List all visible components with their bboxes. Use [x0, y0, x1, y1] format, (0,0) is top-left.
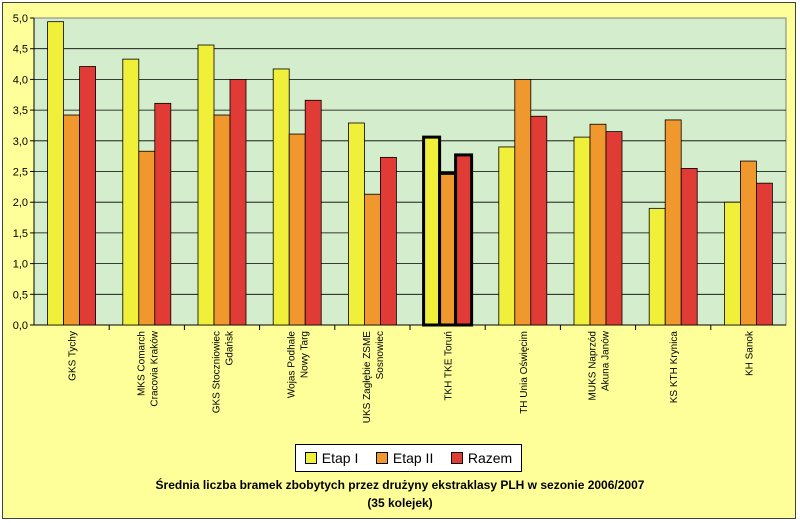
- x-category-label: Akuna Janów: [601, 330, 612, 391]
- legend-label-etap-1: Etap I: [321, 450, 359, 466]
- x-category-label: TH Unia Oświęcim: [519, 331, 530, 414]
- legend-item-etap-2: Etap II: [375, 450, 434, 466]
- legend-swatch-razem: [450, 452, 463, 464]
- y-tick-label: 0,5: [13, 289, 28, 301]
- chart-subtitle: (35 kolejek): [367, 496, 433, 510]
- bar-etap-ii: [213, 114, 231, 326]
- y-tick-label: 2,5: [13, 167, 28, 179]
- x-category-label: GKS Tychy: [68, 331, 79, 381]
- bar-etap-i: [648, 207, 666, 326]
- x-category-label: Cracovia Kraków: [149, 330, 160, 406]
- bar-etap-i: [573, 136, 591, 326]
- y-tick-label: 5,0: [13, 13, 28, 25]
- y-tick-label: 4,5: [13, 44, 28, 56]
- bar-etap-i: [498, 146, 516, 326]
- x-category-label: Gdańsk: [225, 330, 236, 365]
- bar-etap-ii: [138, 150, 156, 326]
- bar-razem: [379, 156, 397, 326]
- y-tick-label: 1,0: [13, 259, 28, 271]
- x-category-label: Wojas Podhale: [287, 331, 298, 399]
- bar-etap-i: [47, 21, 64, 326]
- bar-razem: [304, 99, 322, 326]
- bar-etap-i: [197, 44, 215, 326]
- bar-etap-i: [347, 122, 365, 326]
- y-tick-label: 3,5: [13, 105, 28, 117]
- y-tick-label: 0,0: [13, 320, 28, 332]
- legend-item-etap-1: Etap I: [304, 450, 359, 466]
- bar-etap-ii: [438, 171, 458, 327]
- bar-razem: [756, 182, 773, 326]
- x-category-label: UKS Zagłębie ZSME: [362, 331, 373, 424]
- bar-razem: [680, 168, 698, 326]
- x-category-label: MKS Comarch: [136, 331, 147, 396]
- y-tick-label: 4,0: [13, 74, 28, 86]
- chart-caption: Średnia liczba bramek zbobytych przez dr…: [0, 476, 800, 512]
- legend-swatch-etap-2: [375, 452, 388, 464]
- x-category-label: KH Sanok: [744, 330, 755, 376]
- chart-title: Średnia liczba bramek zbobytych przez dr…: [155, 478, 645, 492]
- y-tick-label: 3,0: [13, 136, 28, 148]
- bar-razem: [79, 66, 96, 326]
- x-category-label: KS KTH Krynica: [669, 331, 680, 404]
- x-category-label: Sosnowiec: [375, 331, 386, 379]
- bar-etap-i: [422, 135, 442, 327]
- bar-etap-ii: [363, 193, 381, 326]
- y-tick-label: 1,5: [13, 228, 28, 240]
- y-tick-label: 2,0: [13, 197, 28, 209]
- x-category-label: GKS Stoczniowiec: [212, 331, 223, 413]
- bar-etap-ii: [288, 133, 306, 326]
- bar-etap-ii: [63, 114, 80, 326]
- x-category-label: MUKS Naprzód: [588, 331, 599, 400]
- bar-razem: [530, 115, 548, 326]
- legend-label-razem: Razem: [467, 450, 513, 466]
- bar-razem: [454, 153, 474, 327]
- bar-razem: [229, 79, 247, 326]
- bar-etap-ii: [589, 123, 607, 326]
- bar-razem: [605, 131, 623, 326]
- bar-etap-i: [272, 68, 290, 326]
- bar-etap-ii: [664, 119, 682, 326]
- bar-etap-i: [122, 58, 140, 326]
- bar-razem: [154, 102, 172, 326]
- legend: Etap I Etap II Razem: [295, 444, 522, 472]
- x-category-label: TKH TKE Toruń: [444, 331, 455, 401]
- x-category-label: Nowy Targ: [300, 331, 311, 378]
- bar-etap-ii: [740, 160, 757, 326]
- legend-swatch-etap-1: [304, 452, 317, 464]
- bar-etap-ii: [514, 79, 532, 326]
- legend-label-etap-2: Etap II: [392, 450, 434, 466]
- bar-etap-i: [724, 201, 741, 326]
- legend-item-razem: Razem: [450, 450, 513, 466]
